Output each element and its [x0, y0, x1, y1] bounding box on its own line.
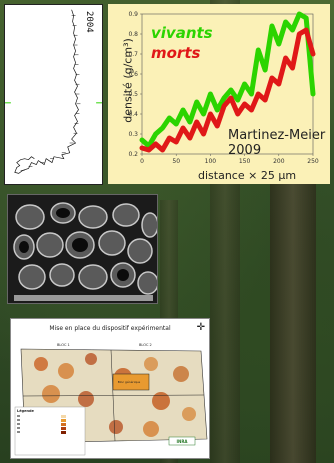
y-axis-label: densité (g/cm³)	[121, 38, 135, 123]
series-line-morts	[139, 27, 316, 153]
map-plot: Bloc générique BLOC 1 BLOC 2 Légende INR…	[14, 343, 208, 456]
y-tick-label: 0.7	[128, 51, 138, 58]
bloc2-label: BLOC 2	[139, 343, 152, 347]
legend-title: Légende	[17, 409, 34, 413]
legend-vivants: vivants	[151, 24, 213, 42]
x-axis-label: distance × 25 µm	[198, 169, 297, 182]
experiment-map: Mise en place du dispositif expérimental…	[10, 318, 210, 459]
y-tick-label: 0.2	[128, 151, 138, 158]
center-label: Bloc générique	[118, 380, 141, 384]
citation-year: 2009	[228, 143, 262, 158]
legend-morts: morts	[151, 44, 201, 62]
x-tick-label: 0	[140, 158, 144, 165]
north-arrow-icon: ✛	[196, 322, 205, 333]
density-chart-svg: 0.2 0.3 0.4 0.5 0.6 0.7 0.8 0.9 0 50 100 150 200 250	[128, 11, 319, 165]
x-tick-label: 100	[205, 158, 217, 165]
y-tick-label: 0.3	[128, 131, 138, 138]
ring-profile-markers	[20, 15, 81, 171]
y-tick-label: 0.6	[128, 71, 138, 78]
micrograph-image	[8, 195, 157, 303]
citation-author: Martinez-Meier	[228, 128, 326, 143]
bloc1-label: BLOC 1	[57, 343, 70, 347]
tree-trunk	[270, 150, 316, 463]
x-tick-label: 250	[307, 158, 319, 165]
legend-color-scale	[61, 415, 66, 434]
x-tick-label: 200	[273, 158, 285, 165]
ring-profile-plot	[5, 9, 102, 174]
x-tick-label: 50	[172, 158, 180, 165]
y-tick-label: 0.9	[128, 11, 138, 18]
y-tick-label: 0.4	[128, 111, 138, 118]
year-label: 2004	[84, 11, 94, 33]
ring-profile-line	[14, 9, 79, 174]
map-title: Mise en place du dispositif expérimental	[49, 325, 171, 332]
x-tick-label: 150	[239, 158, 251, 165]
y-tick-label: 0.8	[128, 31, 138, 38]
citation: Martinez-Meier 2009	[228, 128, 325, 158]
series-line-vivants	[139, 11, 316, 149]
ring-profile-panel: 2004	[4, 4, 103, 185]
inra-logo: INRA	[176, 439, 188, 444]
y-tick-label: 0.5	[128, 91, 138, 98]
density-chart: 0.2 0.3 0.4 0.5 0.6 0.7 0.8 0.9 0 50 100 150 200 250 …	[108, 4, 330, 184]
sem-micrograph	[7, 194, 158, 304]
